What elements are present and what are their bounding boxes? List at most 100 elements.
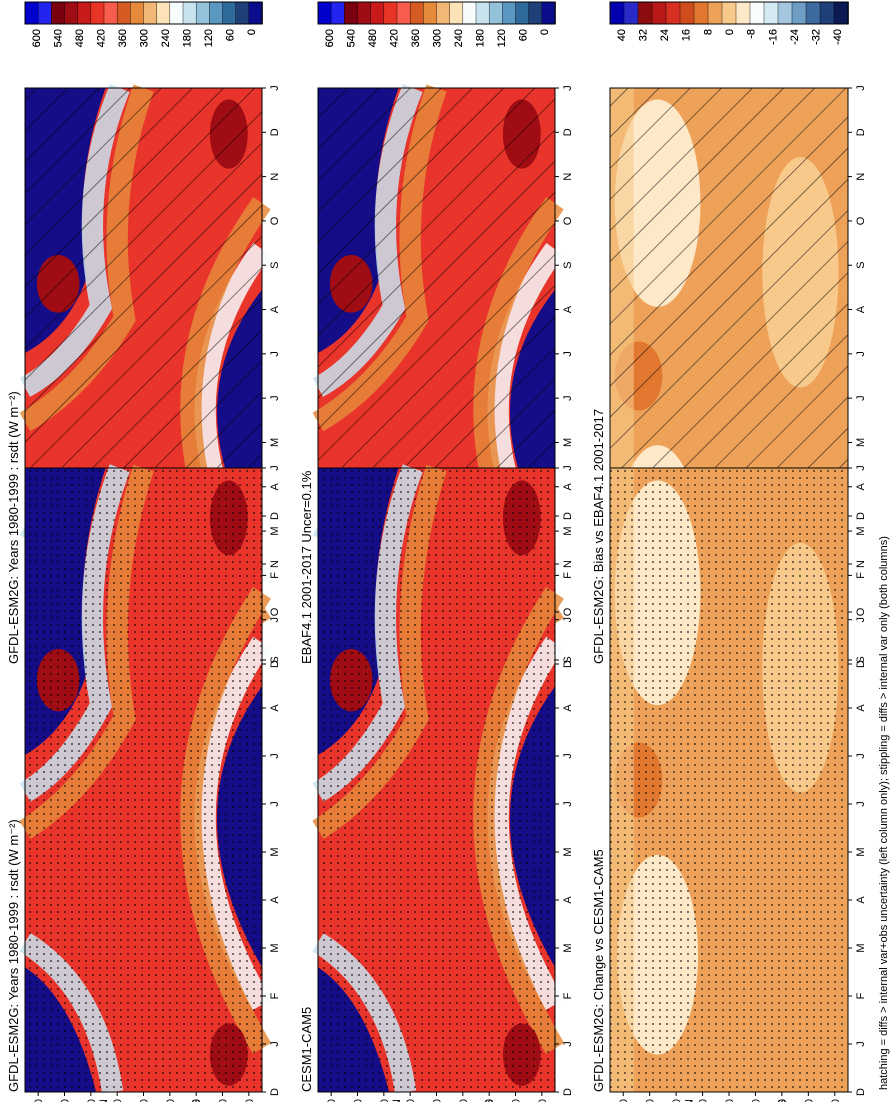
month-label-group: D [269, 1088, 281, 1096]
colorbar-tick-label: 420 [388, 29, 400, 47]
lat-tick-label: 20 [698, 1099, 710, 1102]
lat-tick-label-group: 80 [244, 1099, 256, 1102]
colorbar-tick-group: 16 [681, 29, 693, 41]
colorbar-tick-label: 120 [496, 29, 508, 47]
colorbar-swatch [462, 1, 477, 25]
month-label: O [562, 216, 574, 225]
colorbar-tick-group: 32 [637, 29, 649, 41]
panel-title: GFDL-ESM2G: Years 1980-1999 : rsdt (W m⁻… [6, 819, 21, 1092]
lat-tick-label-group: 60 [511, 1099, 523, 1102]
month-label: A [855, 896, 867, 904]
south-label: °S [776, 1099, 788, 1102]
month-label-group: N [855, 173, 867, 181]
month-label-group: A [855, 482, 867, 490]
month-label: O [269, 216, 281, 225]
month-label: J [269, 85, 281, 91]
colorbar-tick-group: 420 [95, 29, 107, 47]
lat-tick-label-group: 80 [33, 1099, 45, 1102]
month-label: N [269, 173, 281, 181]
lat-tick-label-group: 40 [671, 1099, 683, 1102]
panel-title: EBAF4.1 2001-2017 Uncer=0.1% [299, 470, 314, 664]
month-label: F [562, 572, 574, 579]
month-label-group: M [562, 526, 574, 535]
lat-tick-label: 20 [112, 1099, 124, 1102]
colorbar-tick-label: 0 [724, 29, 736, 35]
lat-tick-label: 60 [353, 1099, 365, 1102]
month-label: A [562, 305, 574, 313]
month-label-group: S [562, 262, 574, 269]
lat-tick-label: 80 [326, 1099, 338, 1102]
month-label-group: J [562, 85, 574, 91]
colorbar-tick-label: 360 [117, 29, 129, 47]
colorbar-tick-group: 480 [367, 29, 379, 47]
month-label-group: A [855, 896, 867, 904]
colorbar-swatch [90, 1, 105, 25]
month-label: J [562, 351, 574, 357]
colorbar-swatch [735, 1, 751, 25]
colorbar-frame [609, 1, 849, 25]
colorbar-tick-label: 600 [324, 29, 336, 47]
colorbar-swatch [623, 1, 639, 25]
colorbar-tick-label: -24 [789, 29, 801, 45]
colorbar-tick-label: 240 [453, 29, 465, 47]
colorbar-swatch [488, 1, 504, 25]
month-label-group: J [562, 753, 574, 759]
month-label-group: M [855, 943, 867, 952]
month-label-group: D [562, 1088, 574, 1096]
month-label: S [269, 262, 281, 269]
panel-title: GFDL-ESM2G: Change vs CESM1-CAM5 [591, 849, 606, 1092]
significance-stippling [610, 468, 848, 1092]
month-label-group: J [855, 617, 867, 623]
lat-tick-label-group: 20 [750, 1099, 762, 1102]
month-label: F [855, 572, 867, 579]
month-label-group: J [855, 465, 867, 471]
month-label-group: M [269, 526, 281, 535]
colorbar-swatch [805, 1, 821, 25]
colorbar-tick-group: 180 [182, 29, 194, 47]
colorbar-6: 40 32 24 16 8 0 -8 -16 -24 -32 -40 [609, 1, 849, 45]
colorbar-tick-label: 16 [681, 29, 693, 41]
significance-stippling [25, 468, 262, 1092]
lat-tick-label: 40 [191, 1099, 203, 1102]
colorbar-tick-label: 60 [518, 29, 530, 41]
lat-tick-label: 0 [139, 1099, 151, 1102]
panel-6: 80 60 40 20 0 20 40 60 80 °N °S D J F M A M J J A S O N D J GFDL-… [591, 465, 867, 1102]
colorbar-swatch [609, 1, 625, 25]
colorbar-tick-label: 600 [324, 29, 336, 47]
colorbar-swatch [777, 1, 793, 25]
month-label-group: J [562, 351, 574, 357]
month-label: A [855, 704, 867, 712]
colorbar-tick-label: -32 [811, 29, 823, 45]
month-label-group: D [855, 128, 867, 136]
colorbar-tick-group: 60 [518, 29, 530, 41]
month-label-group: M [855, 438, 867, 447]
colorbar-tick-group: 480 [74, 29, 86, 47]
month-label: N [562, 173, 574, 181]
colorbar-tick-label: 180 [182, 29, 194, 47]
lat-tick-label: 40 [671, 1099, 683, 1102]
colorbar-swatch [791, 1, 807, 25]
month-label: O [562, 607, 574, 616]
month-label: D [269, 512, 281, 520]
colorbar-tick-group: 40 [616, 29, 628, 41]
month-label-group: J [269, 753, 281, 759]
colorbar-swatch [344, 1, 359, 25]
panel-title-group: EBAF4.1 2001-2017 Uncer=0.1% [299, 470, 314, 664]
colorbar-4: 600 540 480 420 360 300 240 180 120 60 0 [317, 1, 556, 47]
colorbar-tick-label: 60 [225, 29, 237, 41]
colorbar-tick-group: 360 [117, 29, 129, 47]
month-label: D [562, 660, 574, 668]
month-label: M [855, 847, 867, 856]
colorbar-tick-group: 300 [432, 29, 444, 47]
colorbar-tick-label: 600 [31, 29, 43, 47]
month-label-group: N [562, 560, 574, 568]
month-label: S [269, 656, 281, 663]
lat-tick-label-group: 80 [326, 1099, 338, 1102]
colorbar-tick-group: 60 [225, 29, 237, 41]
month-label: S [855, 262, 867, 269]
month-label: F [562, 992, 574, 999]
lat-tick-label: 0 [432, 1099, 444, 1102]
lat-tick-label: 60 [803, 1099, 815, 1102]
month-label: J [562, 617, 574, 623]
